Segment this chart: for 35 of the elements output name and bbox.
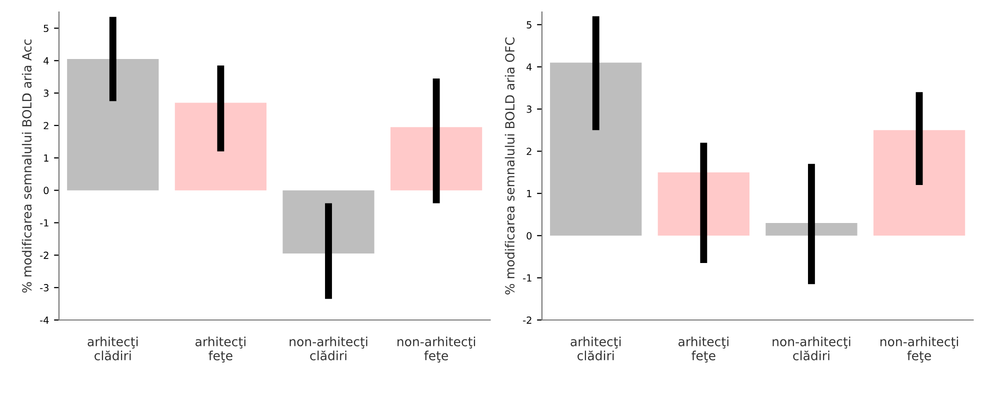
y-tick-label: -2 (523, 316, 532, 324)
y-tick-label: 2 (526, 148, 532, 155)
bar (658, 172, 750, 236)
bar (174, 102, 267, 190)
x-tick-label: non-arhitecţi feţe (880, 336, 958, 363)
y-axis-title: % modificarea semnalului BOLD aria Acc (22, 39, 32, 293)
y-tick-label: 1 (44, 154, 48, 162)
x-tick-label: arhitecţi clădiri (570, 336, 621, 360)
y-tick-label: 4 (44, 57, 49, 64)
y-tick-label: 2 (44, 122, 48, 130)
y-tick-label: 0 (526, 232, 532, 240)
x-tick-label: arhitecţi feţe (196, 336, 246, 363)
y-tick-label: 5 (526, 21, 532, 28)
y-tick-label: 3 (526, 106, 532, 113)
y-tick-label: -3 (40, 284, 48, 292)
x-tick-label: non-arhitecţi clădiri (290, 336, 368, 360)
bar (282, 190, 374, 254)
x-tick-label: non-arhitecţi clădiri (772, 336, 850, 360)
bar (390, 127, 482, 190)
y-tick-label: 4 (526, 63, 532, 71)
y-axis-title: % modificarea semnalului BOLD aria OFC (504, 38, 515, 294)
y-tick-label: -2 (40, 252, 48, 259)
y-tick-label: -1 (523, 274, 532, 282)
y-tick-label: 0 (44, 186, 49, 194)
x-tick-label: arhitecţi clădiri (88, 336, 138, 360)
y-tick-label: 1 (527, 190, 532, 198)
y-tick-label: -4 (40, 316, 49, 324)
y-tick-label: 3 (44, 90, 48, 97)
bar (873, 130, 966, 236)
y-tick-label: -1 (40, 219, 48, 226)
bar (550, 62, 642, 236)
x-tick-label: arhitecţi feţe (678, 336, 728, 363)
x-tick-label: non-arhitecţi feţe (398, 336, 476, 363)
bar (67, 59, 159, 190)
y-tick-label: 5 (44, 24, 48, 32)
